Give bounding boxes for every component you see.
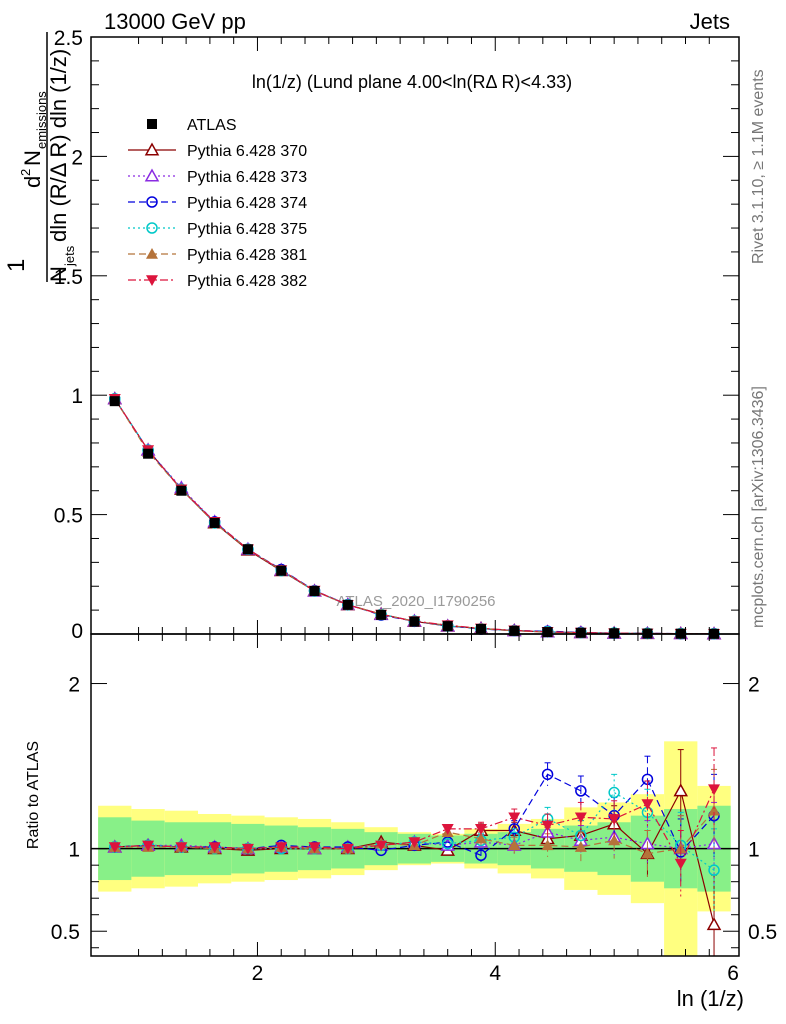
legend-label: Pythia 6.428 374	[187, 195, 307, 212]
series-point-ratio	[275, 842, 288, 854]
ylabel-one: 1	[3, 259, 30, 272]
y-tick-label-ratio: 2	[68, 674, 80, 697]
series-point-ratio	[108, 842, 121, 854]
legend-marker	[144, 142, 160, 156]
panel-title: ln(1/z) (Lund plane 4.00<ln(RΔ R)<4.33)	[252, 72, 572, 92]
atlas-data-point	[475, 623, 486, 634]
atlas-data-point	[109, 396, 120, 407]
legend-marker	[146, 248, 158, 259]
series-point-ratio	[706, 917, 722, 931]
series-point-ratio	[208, 842, 221, 854]
series-point-ratio	[541, 820, 554, 832]
rivet-label: Rivet 3.1.10, ≥ 1.1M events	[750, 69, 767, 264]
series-point-ratio	[474, 832, 487, 844]
series-point-ratio	[175, 842, 188, 854]
x-tick-label: 4	[489, 962, 501, 985]
series-point-ratio	[641, 847, 654, 859]
atlas-data-point	[143, 448, 154, 459]
series-point-ratio	[375, 840, 388, 852]
series-point-ratio	[408, 837, 421, 849]
series-point-ratio	[441, 824, 454, 835]
series-point-ratio	[541, 768, 554, 781]
atlas-data-point	[442, 621, 453, 632]
atlas-data-point	[409, 616, 420, 627]
y-tick-label-top: 0	[71, 620, 83, 643]
atlas-data-point	[575, 627, 586, 638]
series-point-ratio	[641, 799, 654, 811]
series-point-ratio	[508, 839, 521, 851]
legend-label: Pythia 6.428 382	[187, 273, 307, 290]
ylabel-den-rest: dln (R/Δ R) dln (1/z)	[46, 49, 71, 242]
y-tick-label-ratio-right: 0.5	[748, 921, 777, 944]
legend-label: Pythia 6.428 381	[187, 247, 307, 264]
legend-marker	[144, 168, 160, 182]
ylabel-den-n: N	[46, 266, 71, 282]
top-ylabel: 1 d 2 N emissions N jets dln (R/Δ R) dln…	[3, 32, 77, 282]
series-point-ratio	[673, 783, 689, 797]
bottom-ylabel: Ratio to ATLAS	[25, 741, 42, 849]
atlas-data-point	[376, 609, 387, 620]
atlas-data-point	[542, 627, 553, 638]
ylabel-den-jets: jets	[62, 245, 77, 267]
legend-marker	[146, 275, 158, 286]
series-point-ratio	[142, 840, 155, 852]
series-point-ratio	[575, 785, 587, 797]
series-point-ratio	[308, 842, 321, 854]
series-point-ratio	[674, 858, 687, 870]
y-tick-label-top: 2	[71, 146, 83, 169]
series-point-ratio	[608, 814, 621, 825]
ylabel-num-emissions: emissions	[34, 91, 49, 149]
series-point-ratio	[241, 843, 254, 855]
ratio-panel: 2 4 6 0.5 0.5 1 1 2 2	[51, 633, 777, 985]
watermark: ATLAS_2020_I1790256	[336, 593, 495, 610]
atlas-data-point	[209, 517, 220, 528]
series-point-ratio	[608, 786, 620, 799]
series-point-ratio	[541, 839, 554, 851]
y-tick-label-top: 1.5	[54, 266, 83, 289]
atlas-data-point	[342, 599, 353, 610]
category-label: Jets	[690, 9, 730, 34]
legend-label: ATLAS	[187, 117, 237, 134]
series-point-ratio	[474, 824, 487, 835]
legend-marker	[146, 196, 158, 208]
atlas-data-point	[276, 565, 287, 576]
ylabel-num-two: 2	[18, 169, 33, 176]
series-point-ratio	[574, 841, 587, 852]
series-point-ratio	[341, 843, 354, 855]
series-point-ratio	[574, 812, 587, 824]
x-axis-label: ln (1/z)	[677, 986, 744, 1011]
y-tick-label-top: 0.5	[54, 505, 83, 528]
y-tick-label-ratio-right: 1	[748, 839, 760, 862]
series-point-ratio	[508, 812, 521, 824]
series-point-ratio	[708, 784, 721, 796]
y-tick-label-ratio: 1	[68, 839, 80, 862]
mcplots-label: mcplots.cern.ch [arXiv:1306.3436]	[750, 386, 767, 628]
series-point-ratio	[708, 864, 720, 876]
legend-label: Pythia 6.428 373	[187, 169, 307, 186]
series-point-ratio	[708, 804, 721, 816]
x-tick-label: 2	[252, 962, 264, 985]
atlas-data-point	[176, 485, 187, 496]
legend-marker	[146, 222, 158, 234]
legend-label: Pythia 6.428 370	[187, 143, 307, 160]
legend-label: Pythia 6.428 375	[187, 221, 307, 238]
atlas-data-point	[242, 544, 253, 555]
ylabel-num-n: N	[20, 150, 45, 166]
y-tick-label-top: 2.5	[54, 27, 83, 50]
y-tick-label-ratio-right: 2	[748, 674, 760, 697]
y-tick-label-top: 1	[71, 385, 83, 408]
y-tick-label-ratio: 0.5	[51, 921, 80, 944]
series-point-ratio	[608, 834, 621, 846]
series-point-ratio	[475, 849, 487, 862]
x-tick-label: 6	[727, 962, 739, 985]
atlas-data-point	[509, 625, 520, 636]
series-point-ratio	[441, 837, 454, 850]
ylabel-num-d: d	[20, 176, 45, 188]
legend: ATLAS Pythia 6.428 370 Pythia 6.428 373 Pyt…	[128, 117, 307, 290]
energy-label: 13000 GeV pp	[104, 9, 246, 34]
atlas-data-point	[309, 586, 320, 597]
ratio-frame	[90, 633, 740, 957]
legend-marker	[147, 119, 157, 129]
